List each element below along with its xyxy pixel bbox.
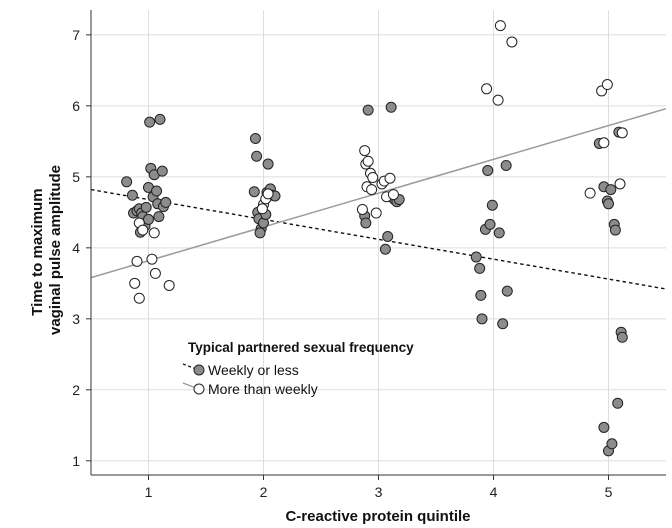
x-axis-title: C-reactive protein quintile xyxy=(285,508,470,525)
point-series-1-48 xyxy=(470,251,482,263)
point-series-2-31 xyxy=(506,36,518,48)
x-tick-label-2: 2 xyxy=(260,484,268,500)
point-series-1-58 xyxy=(500,159,512,171)
point-series-1-71 xyxy=(598,421,610,433)
point-series-2-26 xyxy=(384,172,396,184)
point-series-2-29 xyxy=(492,94,504,106)
point-series-1-24 xyxy=(249,132,261,144)
point-series-1-64 xyxy=(605,184,617,196)
x-tick-label-3: 3 xyxy=(375,484,383,500)
point-series-2-34 xyxy=(601,79,613,91)
point-series-1-42 xyxy=(382,230,394,242)
point-series-1-59 xyxy=(501,285,513,297)
x-tick-label-4: 4 xyxy=(490,484,498,500)
point-series-1-23 xyxy=(143,213,154,225)
point-series-2-6 xyxy=(129,277,141,289)
point-series-1-34 xyxy=(262,158,274,170)
point-series-1-57 xyxy=(497,318,509,330)
point-series-2-14 xyxy=(359,145,371,157)
y-tick-label-6: 6 xyxy=(72,98,80,114)
point-series-2-9 xyxy=(163,279,175,291)
point-series-2-21 xyxy=(356,203,368,215)
point-series-1-70 xyxy=(612,397,624,409)
point-series-2-13 xyxy=(256,203,268,215)
y-tick-label-1: 1 xyxy=(72,453,80,469)
point-series-1-66 xyxy=(609,224,621,236)
data-points xyxy=(121,20,628,457)
point-series-1-41 xyxy=(379,243,391,255)
point-series-2-8 xyxy=(133,292,145,304)
y-tick-label-5: 5 xyxy=(72,169,80,185)
legend-label-weekly-or-less: Weekly or less xyxy=(208,362,299,378)
point-series-1-11 xyxy=(144,116,156,128)
point-series-1-50 xyxy=(475,289,487,301)
point-series-1-25 xyxy=(251,150,263,162)
point-series-1-21 xyxy=(160,196,172,208)
point-series-2-28 xyxy=(481,83,493,95)
point-series-1-55 xyxy=(486,199,498,211)
legend-title: Typical partnered sexual frequency xyxy=(188,340,414,355)
gridlines xyxy=(91,10,666,475)
point-series-2-18 xyxy=(367,172,379,184)
point-series-1-19 xyxy=(156,165,168,177)
point-series-2-12 xyxy=(262,188,274,200)
point-series-1-49 xyxy=(474,262,486,274)
point-series-2-16 xyxy=(362,155,374,167)
point-series-1-22 xyxy=(140,201,152,213)
legend: Typical partnered sexual frequency Weekl… xyxy=(182,340,414,397)
y-tick-label-3: 3 xyxy=(72,311,80,327)
point-series-2-35 xyxy=(598,137,610,149)
point-series-1-2 xyxy=(126,189,138,201)
point-series-2-27 xyxy=(387,189,399,201)
point-series-1-15 xyxy=(151,185,163,197)
point-series-2-2 xyxy=(137,224,149,236)
legend-item-more-than-weekly: More than weekly xyxy=(182,381,318,397)
point-series-1-51 xyxy=(476,313,488,325)
point-series-1-53 xyxy=(482,164,494,176)
legend-label-more-than-weekly: More than weekly xyxy=(208,381,318,397)
point-series-2-37 xyxy=(614,178,626,190)
point-series-1-17 xyxy=(153,211,165,223)
point-series-1-26 xyxy=(248,186,260,198)
point-series-1-30 xyxy=(254,227,266,239)
point-series-1-43 xyxy=(385,101,397,113)
point-series-1-40 xyxy=(360,217,372,229)
point-series-2-36 xyxy=(616,127,628,139)
fit-lines xyxy=(90,107,667,290)
point-series-1-69 xyxy=(616,331,628,343)
point-series-1-38 xyxy=(362,104,374,116)
point-series-1-18 xyxy=(154,113,166,125)
tick-labels: 1 2 3 4 5 1 2 3 4 5 6 7 xyxy=(72,27,612,500)
x-tick-label-5: 5 xyxy=(605,484,613,500)
x-tick-label-1: 1 xyxy=(145,484,153,500)
point-series-2-22 xyxy=(370,207,382,219)
point-series-2-7 xyxy=(149,267,161,279)
y-axis-title-line-2: vaginal pulse amplitude xyxy=(47,165,64,335)
legend-filled-circle-swatch xyxy=(193,364,205,376)
point-series-1-63 xyxy=(603,198,614,210)
point-series-2-3 xyxy=(148,227,160,239)
legend-item-weekly-or-less: Weekly or less xyxy=(182,362,299,378)
point-series-2-20 xyxy=(366,184,378,196)
point-series-1-56 xyxy=(493,227,505,239)
y-tick-label-4: 4 xyxy=(72,240,80,256)
point-series-2-5 xyxy=(146,253,158,265)
fit-line-series-2 xyxy=(90,107,667,279)
point-series-1-1 xyxy=(121,176,133,188)
point-series-2-30 xyxy=(494,20,506,32)
legend-open-circle-swatch xyxy=(193,383,205,395)
point-series-2-32 xyxy=(584,187,596,199)
point-series-1-73 xyxy=(606,438,618,450)
y-tick-label-2: 2 xyxy=(72,382,80,398)
point-series-2-4 xyxy=(131,255,143,267)
y-tick-label-7: 7 xyxy=(72,27,80,43)
y-axis-title-line-1: Time to maximum xyxy=(29,188,46,315)
y-axis-title: Time to maximum vaginal pulse amplitude xyxy=(29,165,64,335)
point-series-1-54 xyxy=(484,218,496,230)
